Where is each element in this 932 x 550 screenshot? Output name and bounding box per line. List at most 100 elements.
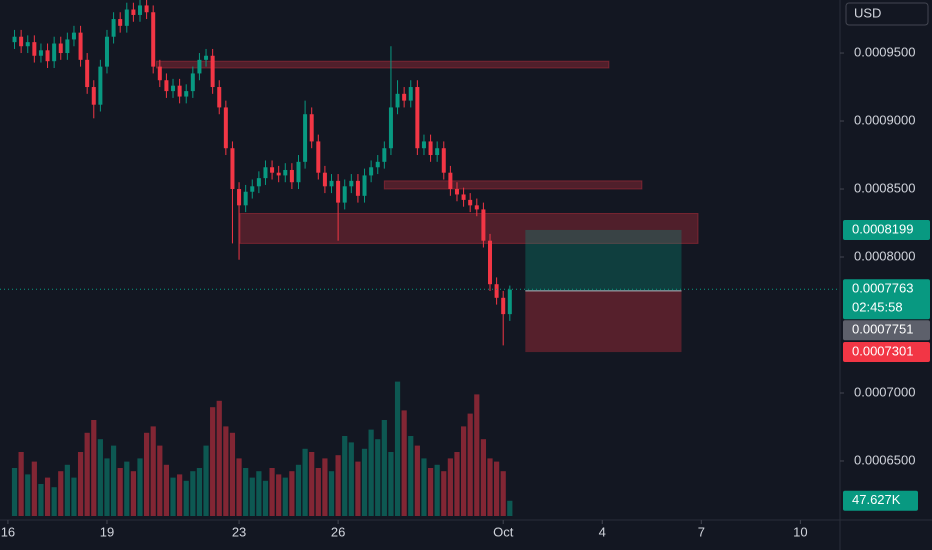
candle-body (151, 12, 156, 67)
x-tick-label: 16 (1, 524, 15, 539)
candle-body (25, 42, 30, 47)
volume-bar (170, 477, 176, 516)
candle-body (85, 59, 90, 88)
candle-body (45, 50, 50, 62)
x-tick-label: 19 (100, 524, 114, 539)
volume-bar (269, 468, 275, 516)
candle-body (71, 32, 76, 40)
candle-body (382, 148, 387, 162)
candle-body (395, 93, 400, 108)
candle-body (256, 178, 261, 187)
volume-bar (229, 432, 236, 516)
candle-body (217, 87, 222, 108)
x-tick-label: 10 (793, 524, 807, 539)
price-label-box (843, 320, 930, 341)
volume-bar (381, 420, 387, 516)
volume-bar (361, 448, 368, 516)
candle-body (263, 167, 268, 179)
volume-bar (302, 448, 308, 516)
candle-body (402, 93, 407, 101)
volume-bar (368, 429, 374, 516)
volume-bar (124, 461, 130, 516)
volume-bar (454, 452, 460, 516)
volume-bar (44, 477, 51, 516)
candle-body (19, 36, 24, 47)
volume-bar (163, 464, 170, 516)
candle-body (184, 91, 189, 97)
volume-bar (91, 420, 97, 516)
price-label-box (843, 219, 930, 240)
volume-bar (335, 455, 341, 516)
candle-body (355, 180, 360, 196)
candle-body (296, 161, 301, 183)
volume-bar (421, 458, 427, 516)
y-tick-label: 0.0009000 (854, 112, 915, 127)
candle-body (58, 43, 63, 54)
x-tick-label: 4 (599, 524, 606, 539)
volume-bar (77, 452, 84, 516)
volume-bar (150, 426, 156, 516)
candle-body (428, 141, 433, 156)
volume-bar (375, 439, 381, 516)
candle-body (435, 148, 440, 156)
candle-body (223, 107, 228, 149)
candle-body (388, 107, 393, 149)
volume-bar (394, 381, 401, 516)
candle-body (131, 9, 136, 15)
candle-body (171, 85, 176, 92)
candle-body (32, 42, 37, 56)
candle-body (507, 289, 512, 315)
volume-bar (276, 474, 282, 516)
candle-body (342, 186, 347, 203)
candle-body (118, 19, 123, 26)
candle-body (230, 148, 235, 190)
volume-bar (183, 480, 189, 516)
volume-bar (210, 407, 216, 516)
volume-bar (51, 487, 57, 516)
volume-bar (494, 461, 500, 516)
y-tick-label: 0.0006500 (854, 452, 915, 467)
volume-bar (130, 471, 136, 516)
candle-body (488, 240, 492, 285)
candle-body (415, 87, 420, 149)
candle-body (349, 180, 354, 187)
candle-body (468, 199, 473, 206)
volume-bar (11, 468, 18, 516)
currency-box[interactable] (845, 2, 929, 26)
volume-bar (117, 468, 123, 516)
volume-bar (487, 458, 493, 516)
volume-bar (282, 477, 288, 516)
volume-bar (467, 413, 473, 516)
position-stop (525, 290, 682, 353)
volume-bar (447, 458, 453, 516)
candle-body (52, 43, 57, 62)
volume-bar (25, 474, 31, 516)
candle-body (283, 169, 288, 176)
volume-bar (460, 426, 467, 516)
candle-body (204, 55, 209, 60)
candle-body (375, 161, 380, 168)
zone (383, 180, 643, 190)
position-target (525, 229, 682, 291)
candle-body (474, 205, 479, 210)
volume-bar (71, 477, 77, 516)
volume-bar (507, 500, 513, 516)
volume-bar (441, 471, 447, 516)
volume-bar (256, 471, 262, 516)
volume-bar (223, 426, 229, 516)
y-tick-label: 0.0009500 (854, 44, 915, 59)
candle-body (104, 36, 109, 67)
volume-bar (84, 432, 90, 516)
zone (239, 212, 699, 244)
volume-bar (144, 432, 150, 516)
y-tick-label: 0.0008000 (854, 248, 915, 263)
x-tick-label: 7 (698, 524, 705, 539)
candle-body (91, 87, 96, 105)
candle-body (494, 284, 499, 298)
y-tick-label: 0.0007000 (854, 384, 915, 399)
volume-bar (58, 471, 64, 516)
price-label: 0.0007751 (852, 322, 913, 337)
volume-bar (414, 445, 420, 516)
volume-bar (18, 452, 24, 516)
